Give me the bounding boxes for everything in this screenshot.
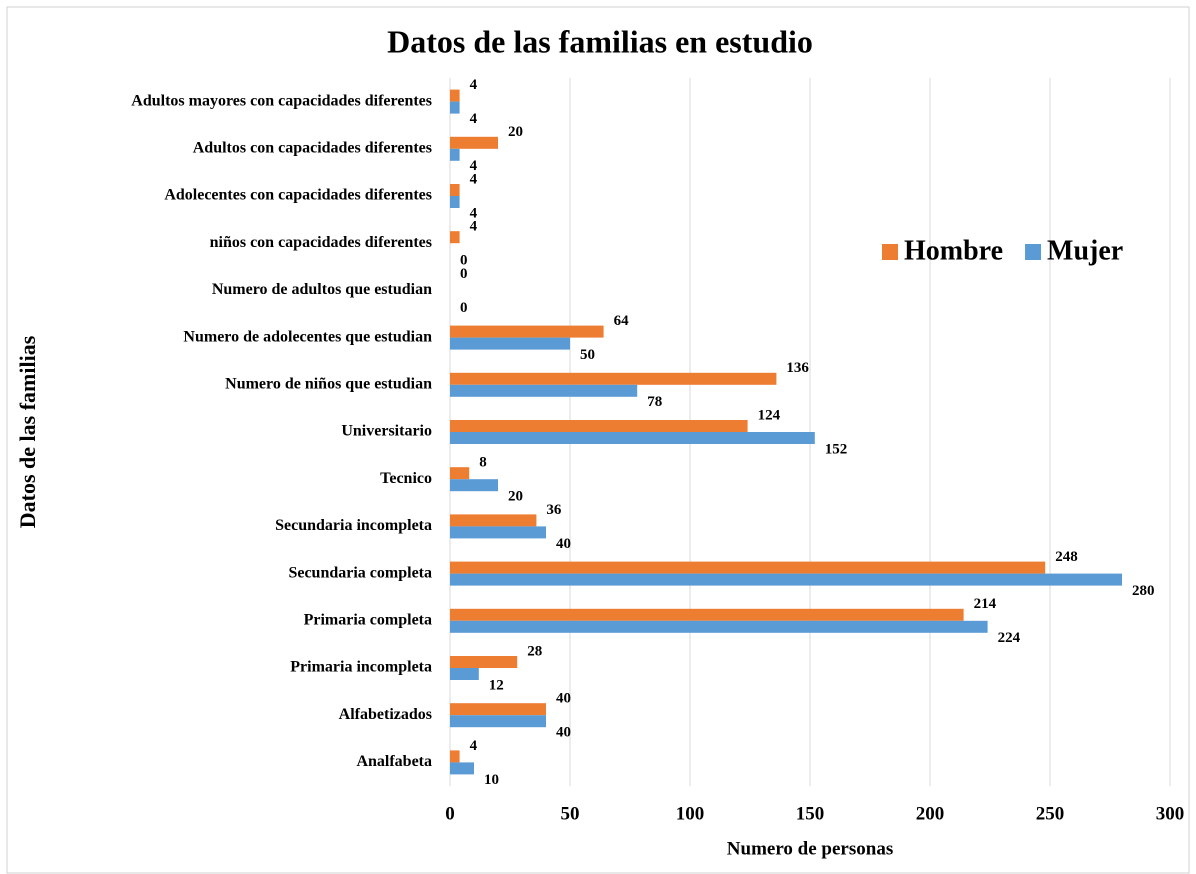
x-tick-label: 250	[1036, 803, 1065, 824]
y-tick-label: Primaria incompleta	[290, 659, 432, 676]
data-label: 224	[998, 630, 1021, 646]
y-tick-label: Primaria completa	[304, 611, 432, 628]
data-label: 4	[470, 738, 478, 754]
legend-label: Mujer	[1047, 235, 1123, 266]
data-label: 4	[470, 77, 478, 93]
data-label: 124	[758, 407, 781, 423]
bar	[450, 420, 748, 432]
bar	[450, 750, 460, 763]
data-label: 12	[489, 677, 504, 693]
bar	[450, 384, 638, 397]
bar	[450, 668, 479, 680]
data-label: 40	[556, 725, 571, 741]
legend-swatch	[1025, 244, 1042, 260]
y-tick-label: Universitario	[341, 423, 432, 440]
bar	[450, 573, 1122, 586]
data-label: 214	[974, 596, 997, 612]
bar	[450, 231, 460, 244]
y-tick-label: Adultos mayores con capacidades diferent…	[131, 92, 432, 109]
data-label: 4	[470, 158, 478, 174]
y-tick-label: Adolecentes con capacidades diferentes	[164, 187, 432, 204]
data-label: 4	[470, 171, 478, 187]
x-tick-label: 150	[796, 803, 825, 824]
y-tick-label: Numero de adolecentes que estudian	[183, 328, 432, 345]
y-tick-label: Adultos con capacidades diferentes	[193, 139, 432, 156]
y-tick-label: Numero de adultos que estudian	[212, 281, 432, 298]
bar	[450, 715, 546, 728]
x-tick-label: 0	[445, 803, 455, 824]
bar	[450, 136, 498, 149]
data-label: 20	[508, 489, 523, 505]
data-label: 4	[470, 111, 478, 127]
data-label: 0	[460, 253, 468, 269]
bar	[450, 526, 546, 539]
x-tick-label: 50	[561, 803, 580, 824]
bar	[450, 762, 474, 775]
y-tick-label: Secundaria completa	[288, 564, 432, 581]
data-label: 248	[1055, 549, 1078, 565]
data-label: 78	[647, 394, 662, 410]
y-tick-label: Analfabeta	[356, 753, 432, 770]
data-label: 40	[556, 536, 571, 552]
data-label: 40	[556, 691, 571, 707]
data-label: 50	[580, 347, 595, 363]
data-label: 10	[484, 772, 499, 788]
data-label: 4	[470, 219, 478, 235]
bar	[450, 325, 604, 338]
data-label: 36	[546, 502, 562, 518]
bar	[450, 101, 460, 114]
data-label: 64	[614, 313, 630, 329]
data-label: 4	[470, 205, 478, 221]
y-tick-label: niños con capacidades diferentes	[210, 234, 432, 251]
bar	[450, 89, 460, 102]
bar	[450, 703, 546, 716]
bar	[450, 432, 815, 444]
bar	[450, 479, 498, 492]
legend-label: Hombre	[904, 235, 1003, 266]
data-label: 8	[479, 455, 487, 471]
bar	[450, 514, 537, 527]
x-tick-label: 100	[676, 803, 705, 824]
data-label: 152	[825, 441, 848, 457]
bar	[450, 372, 777, 385]
bar	[450, 467, 470, 480]
y-tick-label: Alfabetizados	[339, 706, 432, 723]
data-label: 0	[460, 300, 468, 316]
y-axis-title: Datos de las familias	[15, 335, 40, 528]
data-label: 0	[460, 266, 468, 282]
bar	[450, 620, 988, 633]
chart-title: Datos de las familias en estudio	[387, 23, 813, 59]
x-tick-label: 200	[916, 803, 945, 824]
bar	[450, 184, 460, 196]
bar	[450, 608, 964, 621]
x-tick-label: 300	[1156, 803, 1185, 824]
data-label: 28	[527, 643, 542, 659]
data-label: 136	[786, 360, 809, 376]
bar	[450, 561, 1046, 574]
y-tick-label: Tecnico	[380, 470, 432, 487]
bar	[450, 196, 460, 208]
y-tick-label: Numero de niños que estudian	[225, 375, 432, 392]
bar	[450, 148, 460, 161]
bar	[450, 656, 518, 668]
data-label: 280	[1132, 583, 1155, 599]
x-axis-title: Numero de personas	[727, 838, 893, 859]
y-tick-label: Secundaria incompleta	[275, 517, 432, 534]
data-label: 20	[508, 124, 523, 140]
bar	[450, 337, 570, 350]
legend-swatch	[882, 244, 898, 260]
